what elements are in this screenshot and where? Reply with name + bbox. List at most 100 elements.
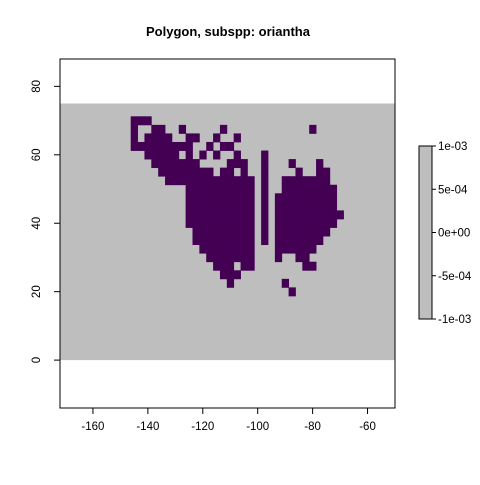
presence-cell xyxy=(213,236,220,245)
presence-cell xyxy=(241,262,248,271)
presence-cell xyxy=(186,142,193,151)
presence-cell xyxy=(131,116,138,125)
presence-cell xyxy=(316,185,323,194)
presence-cell xyxy=(241,236,248,245)
presence-cell xyxy=(227,176,234,185)
presence-cell xyxy=(295,253,302,262)
presence-cell xyxy=(234,228,241,237)
presence-cell xyxy=(323,176,330,185)
presence-cell xyxy=(186,210,193,219)
presence-cell xyxy=(227,193,234,202)
presence-cell xyxy=(247,193,254,202)
presence-cell xyxy=(282,202,289,211)
presence-cell xyxy=(172,168,179,177)
presence-cell xyxy=(227,253,234,262)
y-tick-label: 80 xyxy=(31,80,43,93)
presence-cell xyxy=(295,245,302,254)
presence-cell xyxy=(282,193,289,202)
presence-cell xyxy=(213,245,220,254)
presence-cell xyxy=(158,142,165,151)
presence-cell xyxy=(275,253,282,262)
presence-cell xyxy=(151,142,158,151)
presence-cell xyxy=(289,210,296,219)
x-tick-label: -120 xyxy=(191,421,214,433)
presence-cell xyxy=(282,245,289,254)
presence-cell xyxy=(261,176,268,185)
presence-cell xyxy=(234,159,241,168)
presence-cell xyxy=(227,159,234,168)
presence-cell xyxy=(186,193,193,202)
presence-cell xyxy=(165,176,172,185)
x-tick-label: -60 xyxy=(359,421,376,433)
presence-cell xyxy=(131,125,138,134)
presence-cell xyxy=(261,202,268,211)
presence-cell xyxy=(151,151,158,160)
presence-cell xyxy=(199,236,206,245)
presence-cell xyxy=(275,236,282,245)
y-tick-label: 40 xyxy=(31,217,43,230)
presence-cell xyxy=(206,236,213,245)
presence-cell xyxy=(323,185,330,194)
presence-cell xyxy=(261,210,268,219)
presence-cell xyxy=(186,185,193,194)
presence-cell xyxy=(241,185,248,194)
presence-cell xyxy=(199,245,206,254)
presence-cell xyxy=(302,245,309,254)
presence-cell xyxy=(138,142,145,151)
presence-cell xyxy=(158,159,165,168)
presence-cell xyxy=(282,236,289,245)
presence-cell xyxy=(295,202,302,211)
presence-cell xyxy=(206,202,213,211)
presence-cell xyxy=(151,159,158,168)
presence-cell xyxy=(165,151,172,160)
presence-cell xyxy=(316,219,323,228)
presence-cell xyxy=(295,185,302,194)
presence-cell xyxy=(220,168,227,177)
presence-cell xyxy=(192,159,199,168)
presence-cell xyxy=(234,176,241,185)
presence-cell xyxy=(295,168,302,177)
presence-cell xyxy=(247,236,254,245)
presence-cell xyxy=(275,219,282,228)
presence-cell xyxy=(234,133,241,142)
presence-cell xyxy=(158,168,165,177)
y-tick-label: 20 xyxy=(31,285,43,298)
presence-cell xyxy=(179,176,186,185)
legend-tick-label: -5e-04 xyxy=(438,271,472,283)
presence-cell xyxy=(179,142,186,151)
presence-cell xyxy=(282,176,289,185)
presence-cell xyxy=(302,262,309,271)
presence-cell xyxy=(234,253,241,262)
presence-cell xyxy=(186,159,193,168)
presence-cell xyxy=(227,236,234,245)
presence-cell xyxy=(282,219,289,228)
presence-cell xyxy=(289,245,296,254)
presence-cell xyxy=(275,228,282,237)
presence-cell xyxy=(330,185,337,194)
presence-cell xyxy=(213,262,220,271)
presence-cell xyxy=(206,245,213,254)
legend-tick-label: 5e-04 xyxy=(438,184,468,196)
y-tick-label: 0 xyxy=(31,357,43,363)
presence-cell xyxy=(282,185,289,194)
presence-cell xyxy=(275,193,282,202)
presence-cell xyxy=(316,228,323,237)
presence-cell xyxy=(316,176,323,185)
presence-cell xyxy=(234,151,241,160)
presence-cell xyxy=(179,125,186,134)
presence-cell xyxy=(309,228,316,237)
presence-cell xyxy=(282,228,289,237)
presence-cell xyxy=(316,193,323,202)
presence-cell xyxy=(295,236,302,245)
presence-cell xyxy=(309,210,316,219)
presence-cell xyxy=(220,253,227,262)
presence-cell xyxy=(220,176,227,185)
presence-cell xyxy=(289,219,296,228)
presence-cell xyxy=(302,253,309,262)
presence-cell xyxy=(234,193,241,202)
presence-cell xyxy=(295,219,302,228)
presence-cell xyxy=(261,219,268,228)
presence-cell xyxy=(309,202,316,211)
presence-cell xyxy=(234,219,241,228)
